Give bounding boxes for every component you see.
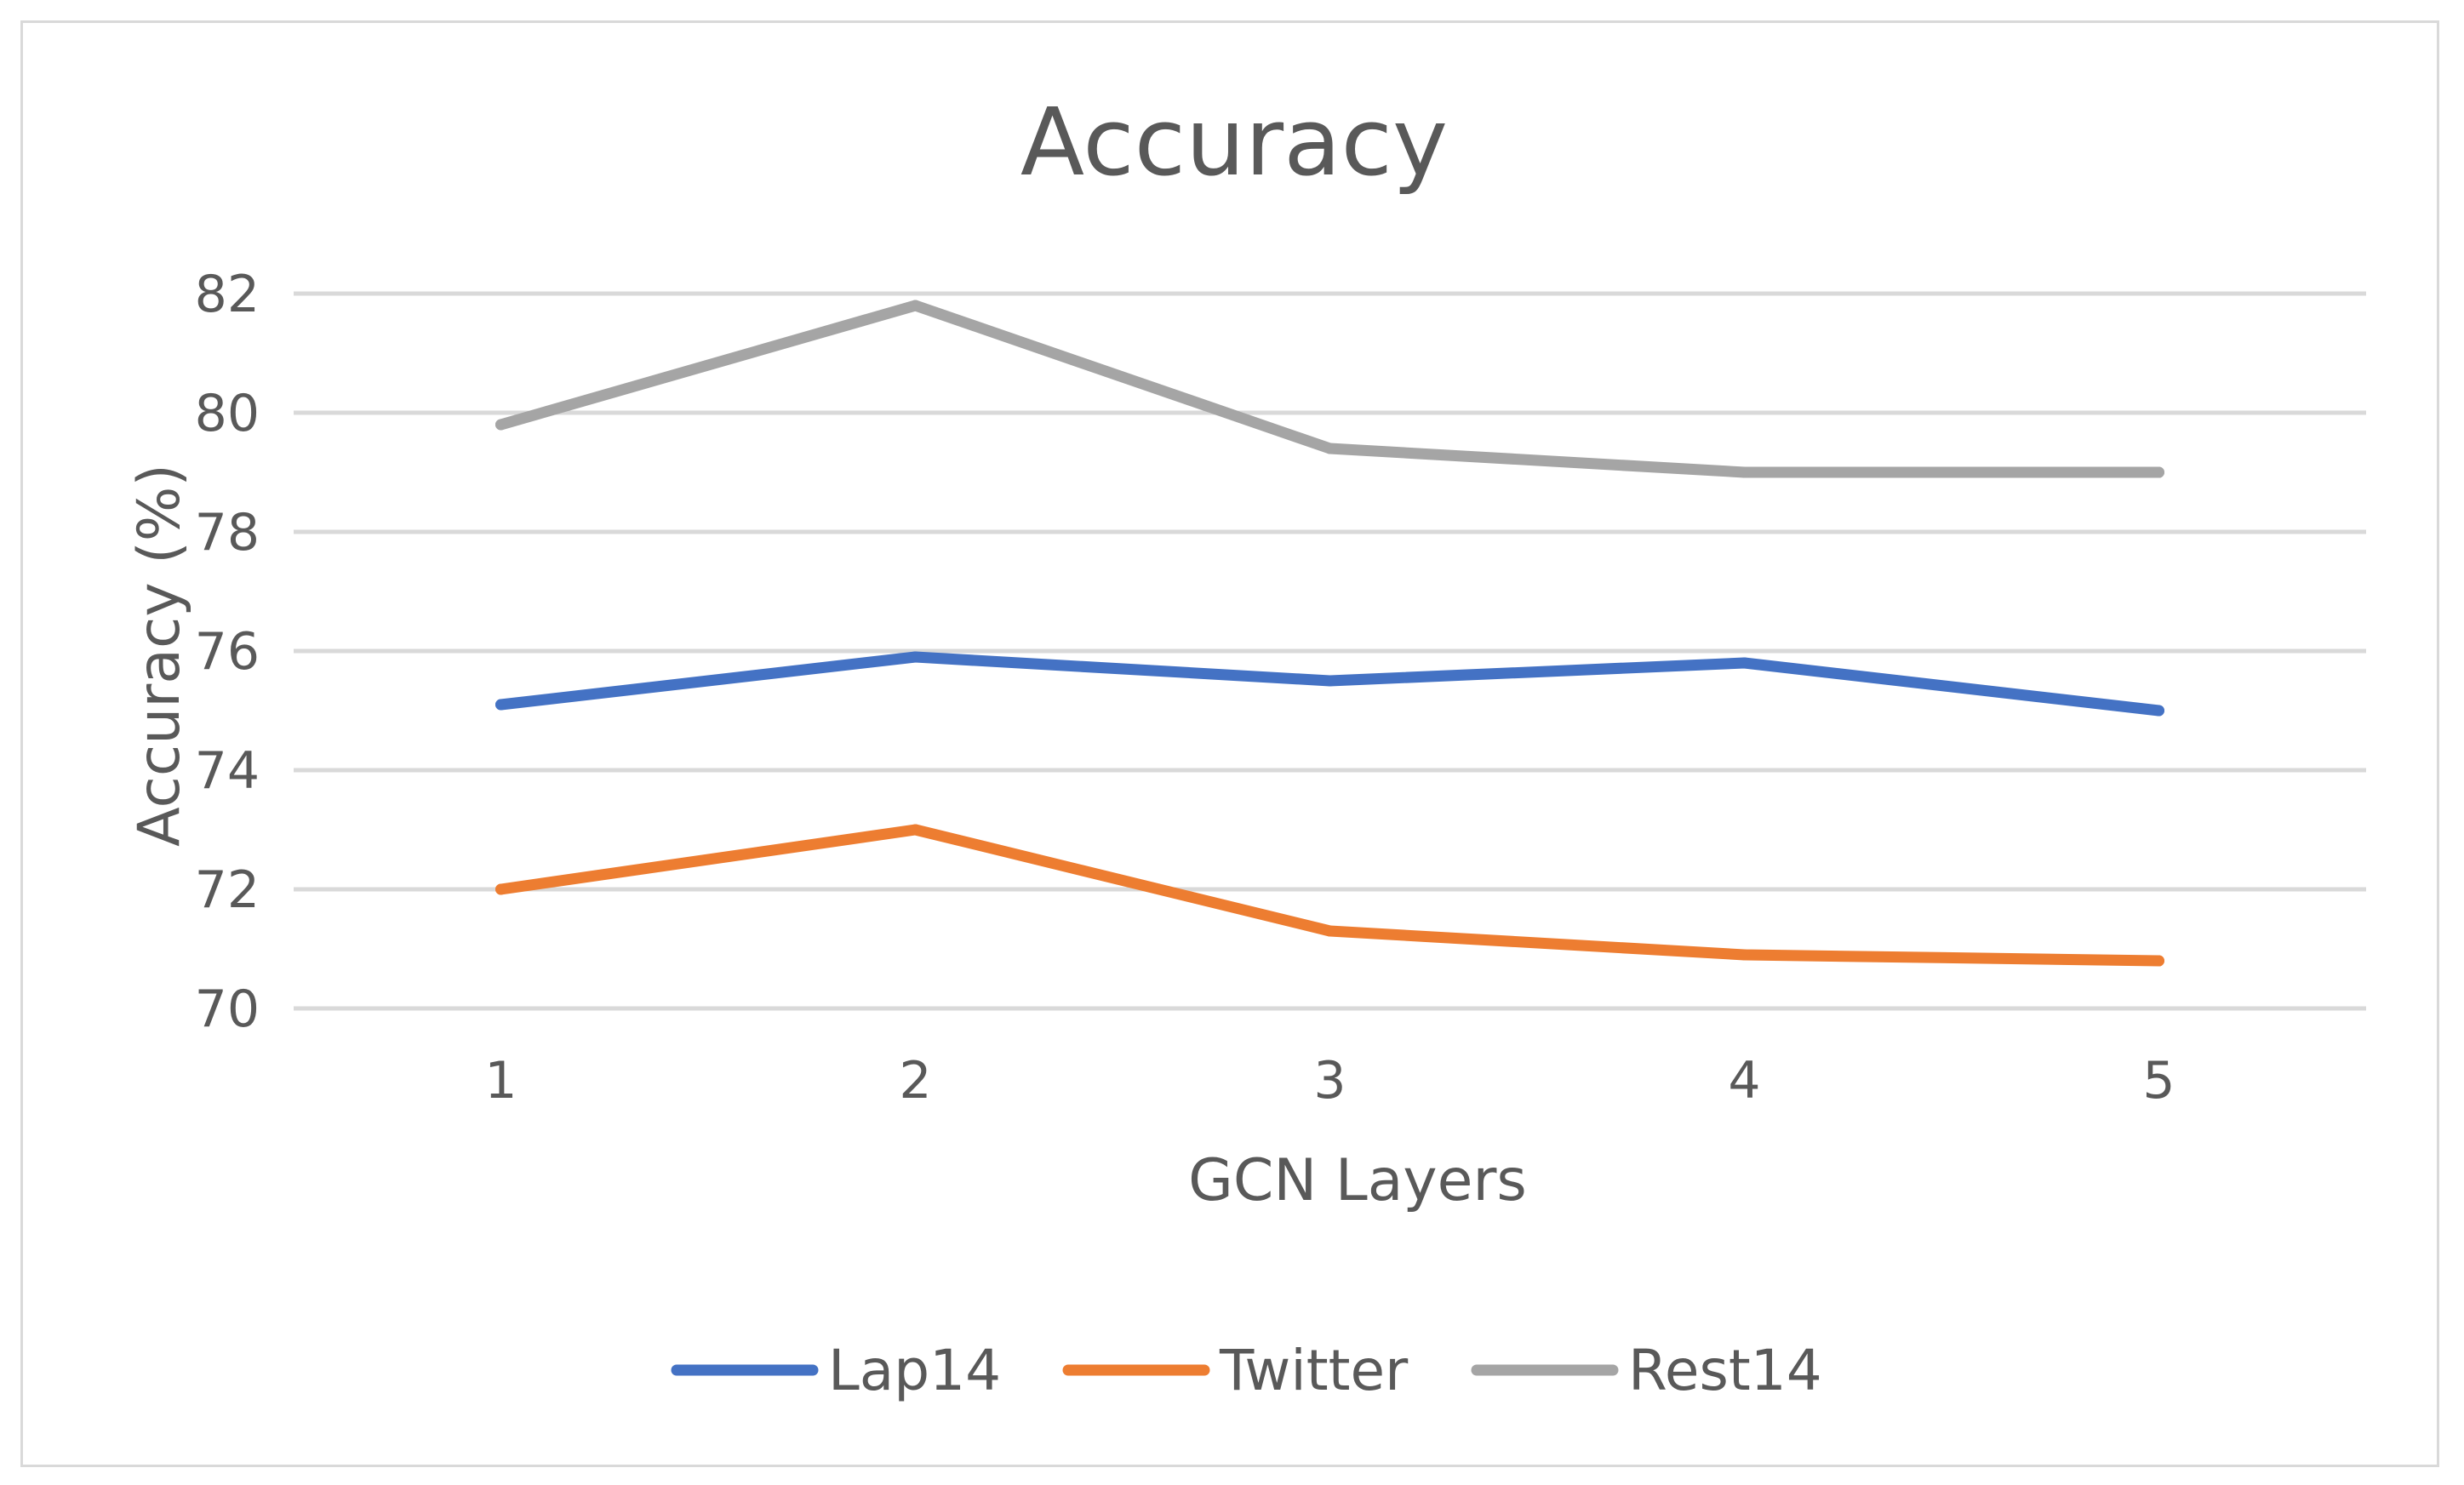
y-tick-label: 72 — [195, 860, 260, 920]
chart-frame — [20, 20, 2439, 1467]
y-axis-ticks: 70 72 74 76 78 80 82 — [195, 265, 260, 1039]
legend-label-twitter: Twitter — [1219, 1338, 1409, 1403]
legend-label-rest14: Rest14 — [1628, 1338, 1822, 1403]
data-point-rest14 — [1739, 466, 1750, 478]
x-tick-label: 1 — [484, 1051, 517, 1111]
data-point-rest14 — [910, 300, 921, 311]
x-tick-label: 3 — [1313, 1051, 1346, 1111]
x-axis-label: GCN Layers — [1188, 1147, 1527, 1214]
data-point-twitter — [910, 824, 921, 836]
x-tick-label: 5 — [2142, 1051, 2175, 1111]
data-point-lap14 — [910, 651, 921, 663]
data-point-rest14 — [2153, 466, 2164, 478]
data-point-rest14 — [495, 419, 506, 431]
series-line-twitter — [495, 824, 2164, 967]
y-tick-label: 76 — [195, 622, 260, 682]
y-tick-label: 70 — [195, 980, 260, 1039]
data-point-twitter — [1739, 949, 1750, 961]
legend-label-lap14: Lap14 — [828, 1338, 1001, 1403]
x-tick-label: 4 — [1728, 1051, 1760, 1111]
y-tick-label: 74 — [195, 741, 260, 801]
y-tick-label: 82 — [195, 265, 260, 324]
series-lines — [495, 300, 2164, 967]
data-point-twitter — [2153, 955, 2164, 967]
y-tick-label: 80 — [195, 384, 260, 443]
data-point-lap14 — [1739, 657, 1750, 669]
y-axis-label: Accuracy (%) — [126, 464, 193, 847]
legend: Lap14 Twitter Rest14 — [671, 1338, 1822, 1403]
x-tick-label: 2 — [899, 1051, 931, 1111]
chart-title: Accuracy — [1020, 88, 1448, 197]
data-point-twitter — [1324, 925, 1335, 937]
data-point-lap14 — [495, 699, 506, 711]
data-point-rest14 — [1324, 443, 1335, 454]
y-tick-label: 78 — [195, 503, 260, 563]
gridlines — [294, 291, 2366, 1011]
data-point-twitter — [495, 883, 506, 895]
x-axis-ticks: 1 2 3 4 5 — [484, 1051, 2175, 1111]
data-point-lap14 — [2153, 705, 2164, 717]
data-point-lap14 — [1324, 675, 1335, 687]
